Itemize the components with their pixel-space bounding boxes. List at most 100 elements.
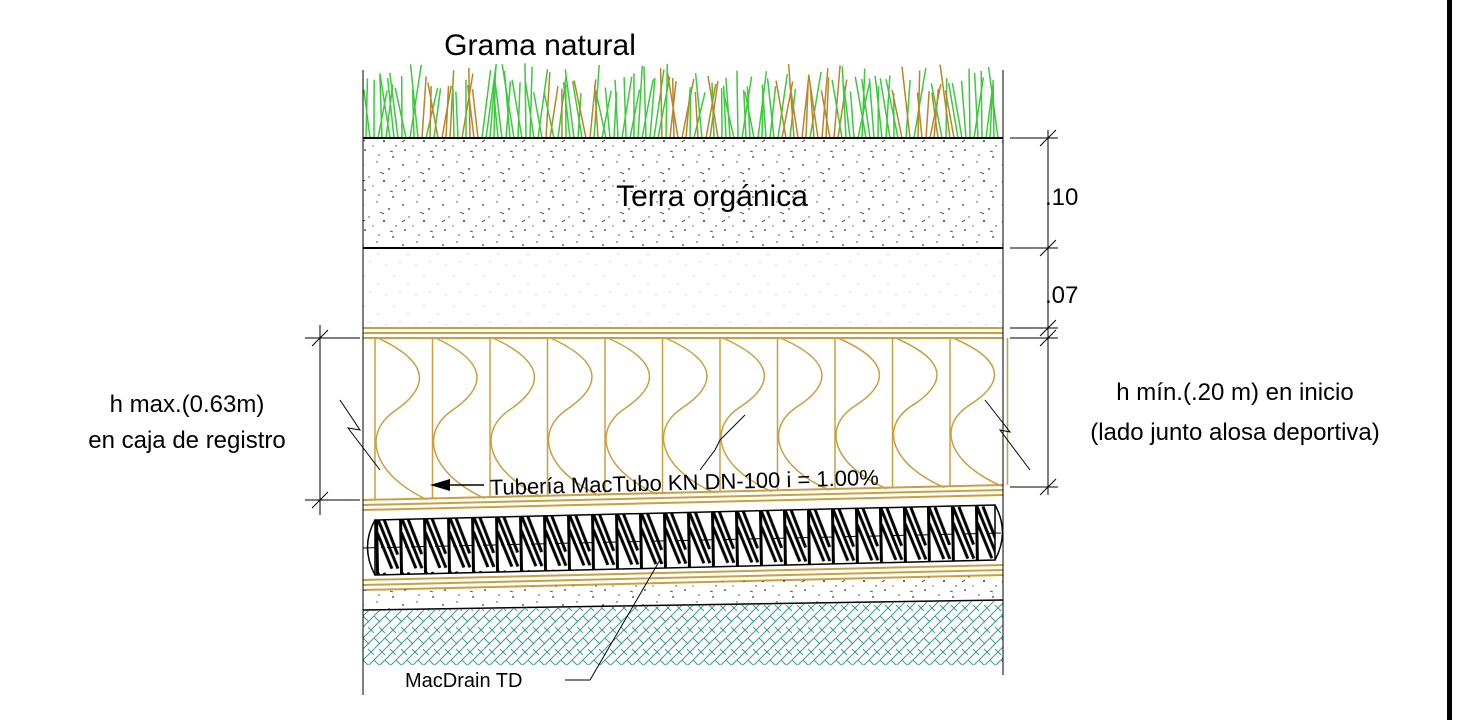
grass-blade xyxy=(461,73,474,139)
grass-blade xyxy=(694,73,703,139)
grass-blade xyxy=(916,92,923,139)
grass-blade xyxy=(594,90,607,139)
grass-blade xyxy=(939,64,951,139)
cell-wave xyxy=(777,337,830,491)
grass-blade xyxy=(968,68,971,139)
grass-blade xyxy=(524,63,527,139)
grass xyxy=(363,63,999,139)
grass-blade xyxy=(987,66,999,139)
grass-blade xyxy=(562,82,571,139)
dimension-label: .10 xyxy=(1045,184,1078,211)
grass-blade xyxy=(821,68,829,139)
grass-blade xyxy=(517,82,521,139)
dimension-label: .07 xyxy=(1045,282,1078,309)
grass-blade xyxy=(861,79,871,139)
grass-blade xyxy=(736,70,739,139)
grass-blade xyxy=(409,64,419,139)
cell-wave xyxy=(375,337,428,501)
geotextile xyxy=(363,327,1003,339)
grass-blade xyxy=(879,78,891,139)
grass-blade xyxy=(980,70,983,139)
grass-blade xyxy=(741,76,753,139)
h-max-label: h max.(0.63m) xyxy=(110,391,265,418)
grass-blade xyxy=(623,77,627,139)
grass-blade xyxy=(593,84,599,139)
grass-blade xyxy=(452,86,455,139)
grass-blade xyxy=(445,85,450,139)
grass-blade xyxy=(843,85,851,139)
grass-blade xyxy=(386,77,395,139)
grass-blade xyxy=(973,77,985,139)
grass-blade xyxy=(761,84,767,139)
grass-blade xyxy=(637,65,644,139)
grass-blade xyxy=(466,84,475,139)
grass-blade xyxy=(787,64,795,139)
cell-wave xyxy=(547,337,600,497)
grass-blade xyxy=(481,69,492,139)
grass-blade xyxy=(501,64,515,139)
grass-blade xyxy=(849,91,855,139)
gravel xyxy=(363,575,1003,610)
grass-blade xyxy=(659,68,663,139)
geocell xyxy=(374,337,1009,501)
grass-blade xyxy=(425,87,439,139)
grass-blade xyxy=(641,79,654,139)
subgrade xyxy=(363,601,1003,665)
grass-blade xyxy=(973,72,979,139)
grass-blade xyxy=(394,87,407,139)
grass-blade xyxy=(589,79,597,139)
grass-blade xyxy=(532,92,543,139)
cell-wave xyxy=(490,337,543,498)
grass-blade xyxy=(833,65,841,139)
grass-blade xyxy=(593,65,600,139)
grass-blade xyxy=(621,76,633,139)
grass-blade xyxy=(777,74,789,139)
grass-blade xyxy=(854,76,867,139)
grass-blade xyxy=(905,79,911,139)
grass-blade xyxy=(433,88,442,139)
grass-blade xyxy=(427,82,439,139)
grass-blade xyxy=(808,75,819,139)
grass-blade xyxy=(722,85,727,139)
grass-blade xyxy=(931,92,939,139)
grass-blade xyxy=(689,86,692,139)
grass-blade xyxy=(874,75,883,139)
grass-blade xyxy=(725,77,731,139)
grass-blade xyxy=(389,72,399,139)
grass-blade xyxy=(494,82,503,139)
grass-blade xyxy=(614,79,619,139)
cell-wave xyxy=(835,337,888,490)
h-min-label: (lado junto alosa deportiva) xyxy=(1090,419,1380,446)
dimension-lines xyxy=(305,129,1058,681)
topsoil-label: Terra orgánica xyxy=(616,180,808,213)
grass-blade xyxy=(841,66,847,139)
grass-blade xyxy=(722,92,735,139)
grass-blade xyxy=(549,85,559,139)
grass-blade xyxy=(409,64,423,139)
grass-blade xyxy=(455,91,459,139)
grass-blade xyxy=(545,72,551,139)
h-min-label: h mín.(.20 m) en inicio xyxy=(1116,379,1353,406)
cell-wave xyxy=(605,337,658,496)
grass-blade xyxy=(901,66,911,139)
grass-blade xyxy=(377,90,388,139)
grass-blade xyxy=(781,81,794,139)
grass-blade xyxy=(665,63,669,139)
grass-blade xyxy=(891,89,903,139)
cell-wave xyxy=(432,337,485,500)
cell-wave xyxy=(662,337,715,494)
grass-blade xyxy=(666,71,679,139)
grass-blade xyxy=(960,80,967,139)
grass-blade xyxy=(511,79,523,139)
grass-blade xyxy=(801,74,810,139)
grass-blade xyxy=(564,69,575,139)
grass-blade xyxy=(524,78,535,139)
grass-blade xyxy=(805,84,809,139)
grass-blade xyxy=(861,68,866,139)
drain-label: MacDrain TD xyxy=(405,670,522,692)
cell-wave xyxy=(892,337,945,489)
grass-blade xyxy=(449,70,455,139)
grass-blade xyxy=(775,80,787,139)
grass-blade xyxy=(629,89,641,139)
